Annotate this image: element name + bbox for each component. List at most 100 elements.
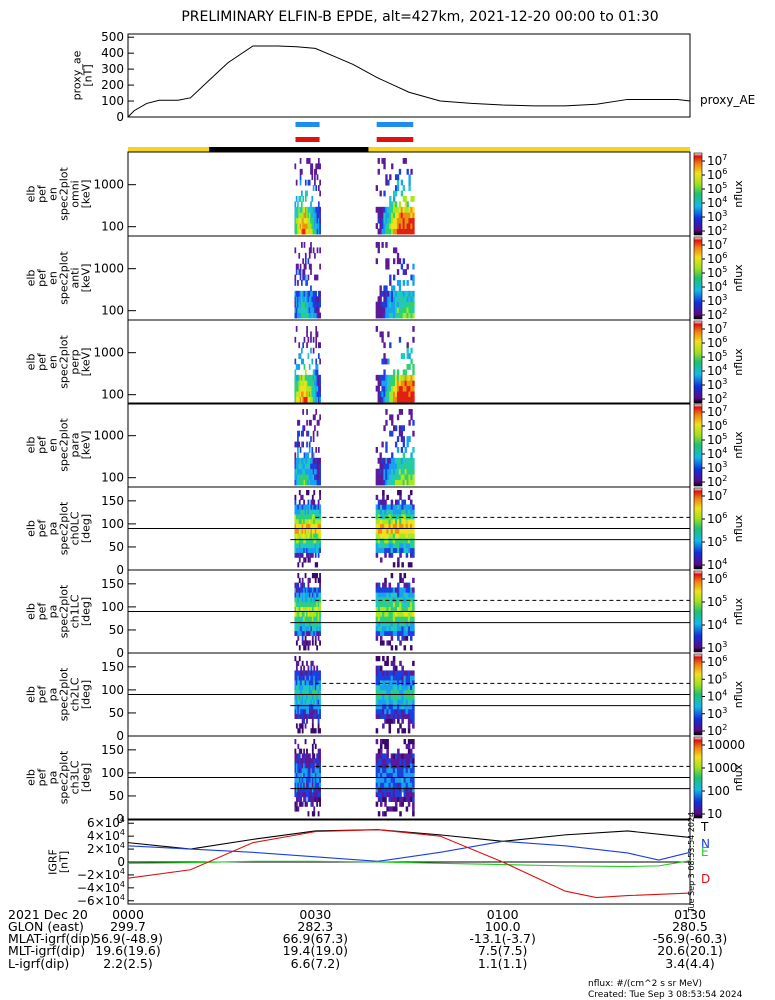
pitch-cell [310, 665, 313, 671]
pitch-cell [375, 753, 379, 759]
spectrogram-cell [303, 452, 306, 459]
spectrogram-cell [315, 369, 318, 376]
pitch-cell [301, 782, 304, 788]
spectrogram-cell [307, 258, 310, 265]
pitch-cell [399, 573, 402, 579]
pitch-cell [375, 801, 379, 807]
spectrogram-cell [375, 312, 378, 319]
pitch-cell [298, 772, 301, 778]
pitch-cell [304, 758, 307, 764]
figure-title: PRELIMINARY ELFIN-B EPDE, alt=427km, 202… [181, 9, 658, 25]
pitch-cell [403, 689, 407, 695]
spectrogram-cell [404, 468, 407, 475]
spectrogram-cell [408, 212, 411, 219]
spectrogram-cell [319, 312, 321, 319]
spectrogram-cell [294, 358, 297, 365]
pitch-cell [307, 606, 310, 612]
pitch-cell [303, 504, 306, 510]
pitch-cell [375, 616, 379, 622]
pitch-cell [308, 753, 311, 759]
spectrogram-cell [391, 228, 394, 235]
footer-row-label: L-igrf(dip) [8, 956, 69, 971]
pitch-cell [388, 538, 392, 544]
pitch-cell [298, 787, 301, 793]
pitch-cell [310, 758, 313, 764]
pitch-cell [382, 723, 385, 729]
spectrogram-cell [307, 307, 310, 313]
pitch-cell [379, 796, 383, 802]
pitch-cell [298, 675, 301, 681]
igrf-panel: 6×1044×1042×1040−2×104−4×104−6×104TNEDIG… [47, 812, 711, 913]
energy-panel-0: 1001000elbpefenspec2plotomni[keV]1071061… [25, 151, 745, 238]
colorbar-tick-label: 10 [707, 807, 722, 821]
spectrogram-cell [387, 263, 390, 270]
pitch-cell [319, 504, 321, 510]
spectrogram-cell [391, 374, 394, 381]
spectrogram-cell [301, 301, 303, 308]
spectrogram-cell [394, 212, 398, 219]
pitch-cell [314, 787, 317, 793]
pitch-cell [313, 533, 316, 539]
spectrogram-cell [381, 385, 384, 392]
spectrogram-cell [294, 274, 297, 281]
spectrogram-cell [396, 385, 400, 392]
spectrogram-cell [314, 479, 316, 486]
pitch-cell [297, 514, 300, 520]
pitch-cell [382, 694, 385, 700]
pitch-cell [407, 547, 411, 553]
pitch-cell [388, 787, 392, 793]
spectrogram-cell [294, 280, 297, 286]
spectrogram-cell [387, 258, 390, 265]
pitch-cell [403, 587, 407, 593]
colorbar-tick-label: 106 [707, 654, 727, 669]
pitch-cell [390, 753, 394, 759]
colorbar-tick-label: 106 [707, 571, 727, 586]
spectrogram-cell [294, 380, 297, 387]
axis-label-line: [nT] [58, 851, 71, 873]
spectrogram-cell [379, 190, 382, 197]
pitch-cell [375, 635, 379, 641]
pitch-cell [304, 782, 307, 788]
spectrogram-cell [379, 206, 382, 213]
spectrogram-cell [303, 463, 306, 470]
spectrogram-cell [381, 380, 384, 387]
pitch-cell [375, 767, 379, 774]
spectrogram-cell [319, 290, 321, 297]
axis-label-line: pef [36, 685, 49, 704]
spectrogram-cell [394, 228, 398, 235]
pitch-cell [303, 758, 306, 764]
spectrogram-cell [306, 280, 308, 286]
pitch-cell [308, 694, 311, 700]
spectrogram-cell [307, 474, 310, 480]
pitch-cell [403, 601, 407, 608]
spectrogram-cell [396, 206, 400, 213]
spectrogram-cell [298, 223, 301, 229]
spectrogram-cell [410, 274, 413, 281]
spectrogram-cell [317, 158, 320, 164]
pitch-cell [390, 645, 394, 651]
pitch-cell [297, 767, 300, 774]
pitch-cell [304, 787, 307, 793]
spectrogram-cell [315, 447, 318, 453]
pitch-cell [297, 680, 300, 686]
pitch-cell [295, 630, 298, 636]
pitch-cell [295, 684, 298, 691]
pitch-cell [407, 518, 411, 525]
spectrogram-cell [396, 374, 400, 381]
spectrogram-cell [310, 296, 312, 303]
pitch-cell [307, 708, 310, 715]
pitch-cell [399, 587, 402, 593]
pitch-cell [295, 689, 298, 695]
pitch-cell [390, 499, 394, 505]
spectrogram-cell [306, 217, 308, 224]
pitch-cell [298, 547, 301, 553]
pitch-cell [403, 767, 407, 774]
spectrogram-cell [295, 364, 298, 370]
colorbar-tick-label: 104 [707, 363, 727, 378]
pitch-cell [300, 509, 303, 515]
spectrogram-cell [377, 307, 380, 313]
pitch-cell [295, 597, 298, 603]
spectrogram-cell [385, 290, 388, 297]
